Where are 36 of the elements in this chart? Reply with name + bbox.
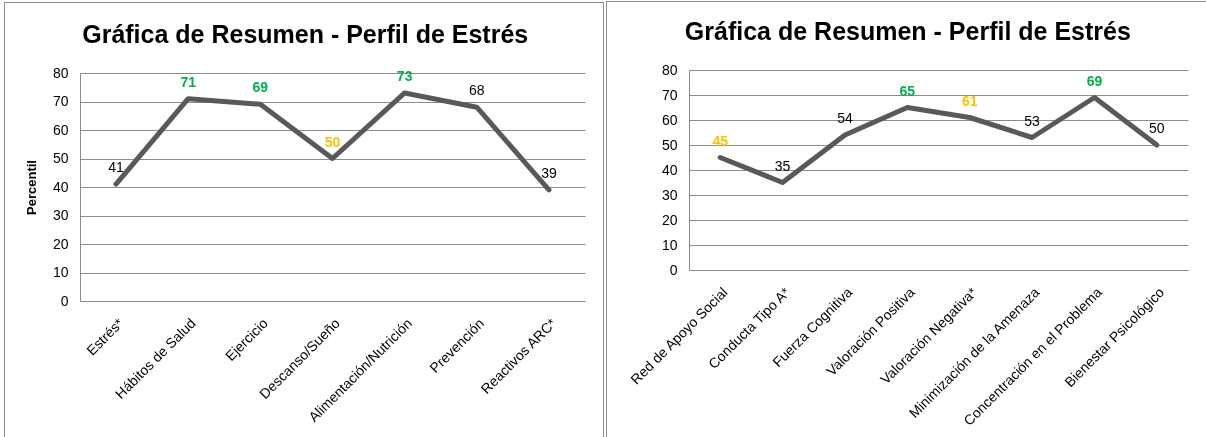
data-label: 41 <box>108 159 125 176</box>
data-label: 45 <box>712 132 729 149</box>
data-label: 50 <box>1149 120 1165 136</box>
y-tick-label: 70 <box>661 86 678 103</box>
y-axis-title: Percentil <box>23 160 39 215</box>
y-tick-label: 60 <box>52 121 69 138</box>
y-tick-label: 20 <box>661 211 678 228</box>
chart-title: Gráfica de Resumen - Perfil de Estrés <box>82 20 529 48</box>
y-tick-label: 10 <box>52 264 69 280</box>
y-tick-label: 30 <box>52 207 69 223</box>
data-label: 39 <box>541 164 557 181</box>
y-tick-label: 0 <box>60 292 69 309</box>
data-label: 68 <box>469 82 485 99</box>
data-label: 73 <box>396 67 413 84</box>
y-tick-label: 20 <box>52 235 69 252</box>
data-label: 65 <box>899 82 916 99</box>
y-tick-label: 80 <box>52 64 69 81</box>
y-tick-label: 70 <box>52 93 69 109</box>
y-tick-label: 80 <box>661 61 678 78</box>
y-tick-label: 40 <box>52 178 69 195</box>
y-tick-label: 60 <box>661 111 678 128</box>
data-label: 69 <box>252 79 269 96</box>
chart-title: Gráfica de Resumen - Perfil de Estrés <box>684 17 1131 45</box>
data-label: 54 <box>837 110 853 126</box>
y-tick-label: 50 <box>52 150 69 166</box>
data-label: 71 <box>180 73 197 90</box>
data-label: 35 <box>774 157 791 174</box>
data-label: 69 <box>1086 72 1103 89</box>
data-label: 53 <box>1024 112 1041 129</box>
y-tick-label: 0 <box>669 261 678 278</box>
data-label: 50 <box>324 133 341 150</box>
y-tick-label: 50 <box>661 136 678 153</box>
y-tick-label: 10 <box>661 236 678 253</box>
y-tick-label: 40 <box>661 161 678 178</box>
y-tick-label: 30 <box>661 186 678 203</box>
data-label: 61 <box>961 92 978 109</box>
